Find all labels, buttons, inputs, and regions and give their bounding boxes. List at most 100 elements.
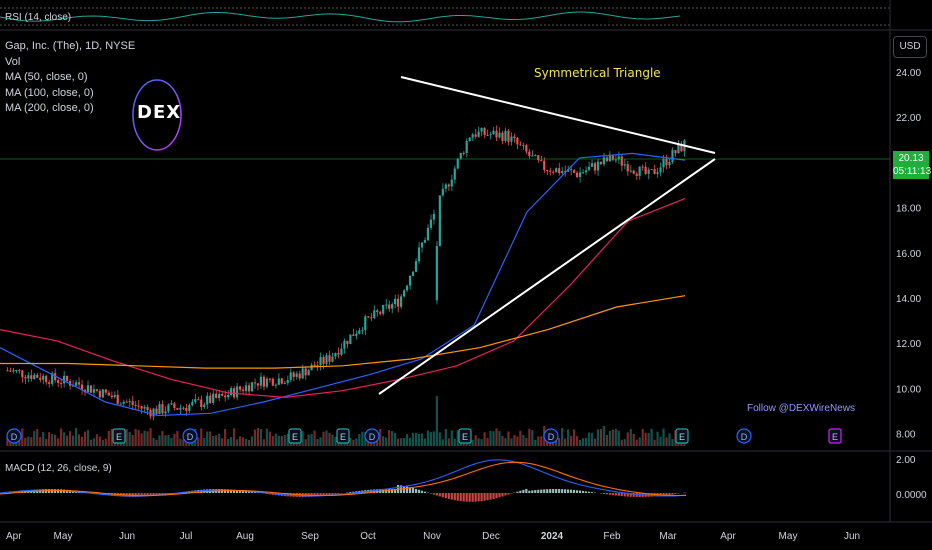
- candle-body: [501, 132, 504, 141]
- volume-bar: [391, 430, 394, 446]
- candle-body: [244, 385, 248, 391]
- volume-bar: [232, 428, 236, 446]
- candle-body: [268, 378, 271, 380]
- macd-histogram-bar: [516, 491, 519, 493]
- candle-body: [48, 382, 51, 384]
- volume-bar: [62, 432, 66, 446]
- volume-bar: [626, 432, 629, 446]
- candle-body: [572, 170, 576, 173]
- macd-histogram-bar: [456, 493, 459, 501]
- volume-bar: [397, 438, 400, 446]
- volume-bar: [492, 431, 495, 446]
- macd-histogram-bar: [411, 488, 415, 493]
- volume-bar: [45, 438, 48, 446]
- price-tick-label: 24.00: [896, 68, 921, 79]
- event-marker-label: E: [116, 432, 122, 442]
- macd-histogram-bar: [590, 492, 594, 493]
- macd-histogram-bar: [611, 493, 614, 496]
- candle-body: [525, 145, 528, 152]
- macd-histogram-bar: [519, 490, 522, 493]
- macd-histogram-bar: [584, 491, 588, 493]
- triangle-lower-line[interactable]: [378, 158, 716, 395]
- candle-body: [453, 168, 456, 180]
- candle-body: [253, 382, 257, 384]
- candle-body: [450, 179, 453, 187]
- macd-histogram-bar: [617, 493, 620, 496]
- volume-bar: [134, 429, 137, 446]
- candle-body: [119, 403, 122, 405]
- candle-body: [635, 173, 638, 176]
- rsi-legend[interactable]: RSI (14, close): [5, 12, 72, 23]
- candle-body: [540, 160, 543, 162]
- signal-line: [0, 461, 686, 497]
- candle-body: [534, 155, 537, 157]
- volume-bar: [77, 434, 81, 446]
- pattern-annotation[interactable]: Symmetrical Triangle: [534, 66, 661, 80]
- macd-histogram-bar: [152, 493, 155, 496]
- macd-indicator: [0, 459, 687, 502]
- symbol-title[interactable]: Gap, Inc. (The), 1D, NYSE: [5, 40, 136, 52]
- volume-bar: [310, 434, 313, 446]
- volume-bar: [453, 438, 456, 446]
- candle-body: [420, 242, 424, 248]
- candle-body: [131, 401, 134, 405]
- candle-body: [6, 370, 9, 372]
- triangle-upper-line[interactable]: [400, 76, 716, 154]
- event-marker-label: D: [741, 432, 748, 442]
- macd-histogram-bar: [292, 493, 295, 497]
- volume-bar: [602, 426, 605, 446]
- earnings-marker: [336, 428, 350, 444]
- macd-histogram-bar: [235, 489, 239, 493]
- candle-body: [522, 145, 525, 147]
- candle-body: [513, 136, 516, 139]
- currency-button[interactable]: USD: [893, 36, 927, 58]
- candle-body: [182, 407, 185, 409]
- candle-body: [206, 395, 209, 405]
- volume-bar: [131, 435, 134, 446]
- macd-histogram-bar: [623, 493, 626, 497]
- volume-bar: [447, 438, 450, 446]
- vol-legend[interactable]: Vol: [5, 55, 21, 68]
- candle-body: [677, 144, 680, 154]
- macd-histogram-bar: [316, 493, 319, 497]
- ma50-legend[interactable]: MA (50, close, 0): [5, 71, 88, 83]
- ma100-line: [0, 198, 686, 399]
- time-axis: Apr May Jun Jul Aug Sep Oct Nov Dec 2024 Feb Mar Apr…: [6, 531, 860, 542]
- macd-legend[interactable]: MACD (12, 26, close, 9): [5, 463, 112, 474]
- candle-body: [662, 159, 665, 168]
- candle-body: [51, 373, 54, 384]
- candle-body: [483, 127, 486, 135]
- candle-body: [587, 166, 591, 171]
- volume-bar: [349, 437, 352, 446]
- candle-body: [27, 375, 30, 379]
- macd-histogram-bar: [465, 493, 468, 502]
- candle-body: [164, 411, 167, 414]
- macd-histogram-bar: [414, 488, 418, 493]
- event-marker-label: D: [11, 432, 18, 442]
- volume-bar: [65, 435, 69, 446]
- price-tick-label: 10.00: [896, 384, 921, 395]
- macd-histogram-bar: [417, 489, 421, 493]
- macd-histogram-bar: [59, 489, 63, 493]
- earnings-marker: [828, 428, 842, 444]
- candle-body: [382, 304, 385, 314]
- candle-body: [259, 376, 262, 386]
- event-marker-label: E: [340, 432, 346, 442]
- candle-body: [343, 340, 346, 349]
- price-axis: 24.0022.0020.0018.0016.0014.0012.0010.00…: [896, 68, 927, 501]
- volume-bar: [596, 429, 600, 446]
- candle-body: [590, 163, 594, 167]
- volume-bar: [587, 432, 591, 446]
- ma200-legend[interactable]: MA (200, close, 0): [5, 102, 94, 114]
- ma100-legend[interactable]: MA (100, close, 0): [5, 86, 94, 99]
- candle-body: [39, 377, 42, 380]
- candle-body: [558, 168, 561, 174]
- volume-bar: [540, 436, 543, 446]
- volume-bar: [417, 433, 421, 446]
- volume-bar: [561, 428, 564, 446]
- macd-histogram-bar: [447, 493, 450, 499]
- macd-histogram-bar: [450, 493, 453, 500]
- candle-body: [313, 364, 316, 367]
- logo-text: DEX: [137, 102, 182, 123]
